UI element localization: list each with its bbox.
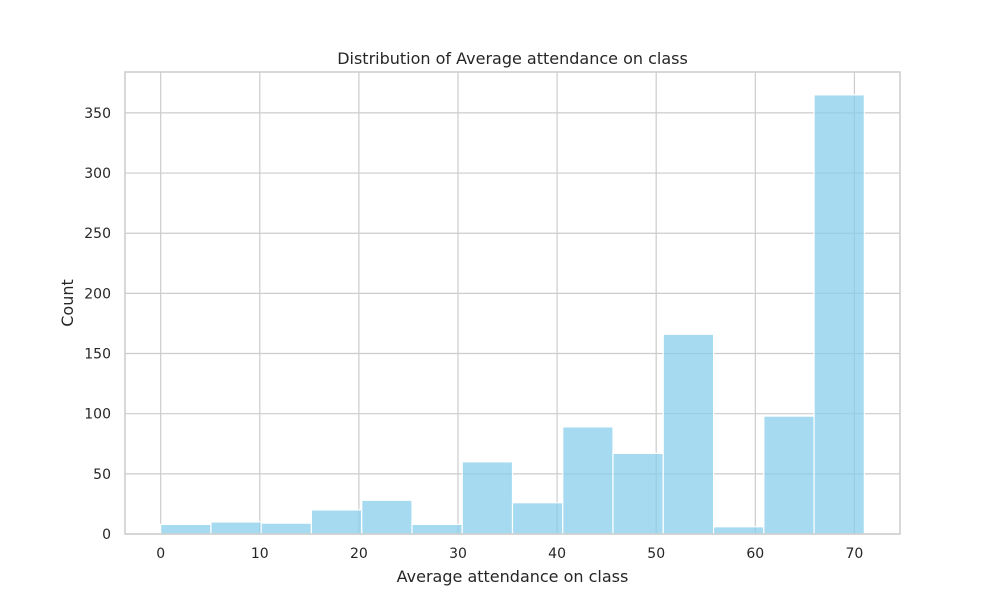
y-tick-label: 0: [102, 527, 111, 543]
y-tick-label: 150: [84, 347, 111, 363]
chart-title: Distribution of Average attendance on cl…: [337, 49, 688, 68]
y-tick-label: 350: [84, 106, 111, 122]
histogram-bar: [210, 521, 262, 535]
x-axis-label: Average attendance on class: [397, 567, 629, 586]
bars-layer: [160, 94, 865, 535]
y-tick-label: 300: [84, 166, 111, 182]
x-tick-label: 20: [350, 546, 368, 562]
x-tick-label: 30: [449, 546, 467, 562]
plot-frame: [124, 71, 901, 535]
y-tick-label: 100: [84, 407, 111, 423]
y-tick-label: 200: [84, 286, 111, 302]
histogram-bar: [763, 415, 815, 535]
x-tick-label: 70: [845, 546, 863, 562]
histogram-bar: [612, 452, 664, 535]
histogram-bar: [662, 333, 715, 535]
x-tick-label: 50: [647, 546, 665, 562]
histogram-bar: [562, 426, 614, 535]
histogram-bar: [411, 523, 463, 535]
x-tick-label: 0: [156, 546, 165, 562]
histogram-bar: [813, 94, 865, 535]
histogram-bar: [712, 526, 765, 535]
x-tick-label: 10: [251, 546, 269, 562]
histogram-bar: [461, 461, 514, 535]
x-tick-label: 60: [746, 546, 764, 562]
histogram-bar: [361, 499, 413, 535]
y-axis-label: Count: [58, 279, 77, 327]
tick-labels-layer: 0 10 20 30 40 50 60 70 0 50 100 150 200 250 300 350: [84, 106, 863, 562]
histogram-bar: [260, 522, 313, 535]
histogram-bar: [160, 523, 212, 535]
y-tick-label: 250: [84, 226, 111, 242]
histogram-bar: [310, 509, 363, 535]
histogram-bar: [511, 502, 564, 535]
y-tick-label: 50: [93, 467, 111, 483]
x-tick-label: 40: [548, 546, 566, 562]
